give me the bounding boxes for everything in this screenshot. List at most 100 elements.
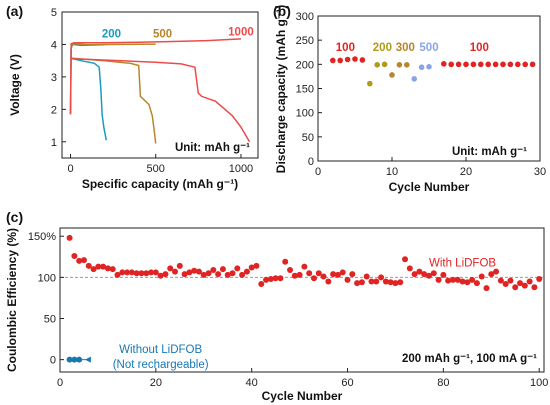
series-500-label: 500: [153, 28, 172, 40]
annotation-label: (Not rechargeable): [113, 359, 209, 371]
capacity-point: [478, 61, 484, 68]
with-lidfob-point: [109, 266, 116, 273]
capacity-point: [470, 61, 477, 68]
y-tick-label: 250: [296, 35, 314, 47]
with-lidfob-point: [339, 269, 346, 276]
with-lidfob-point: [219, 266, 226, 273]
with-lidfob-point: [205, 270, 212, 277]
rate-label: 500: [419, 42, 438, 54]
y-tick-label: 0: [308, 156, 314, 168]
y-tick-label: 150: [296, 84, 314, 96]
panel-b-label: (b): [273, 3, 291, 19]
rate-label: 300: [396, 42, 415, 54]
y-tick-label: 3: [51, 72, 57, 84]
with-lidfob-point: [397, 279, 404, 286]
chart-b-xlabel: Cycle Number: [389, 180, 470, 194]
coulombic-efficiency-chart: With LiDFOB Without LiDFOB (Not rechargeab…: [5, 227, 548, 403]
capacity-point: [485, 61, 492, 68]
with-lidfob-point: [507, 277, 514, 284]
capacity-point: [515, 61, 521, 68]
series-1000-discharge-line: [70, 57, 251, 143]
with-lidfob-point: [138, 270, 145, 277]
with-lidfob-point: [435, 276, 442, 283]
chart-c-condition-note: 200 mAh g⁻¹, 100 mA g⁻¹: [402, 353, 537, 365]
with-lidfob-point: [440, 271, 447, 278]
with-lidfob-point: [272, 275, 279, 282]
capacity-point: [396, 62, 403, 68]
with-lidfob-point: [291, 272, 298, 279]
y-tick-label: 100: [38, 272, 56, 284]
with-lidfob-point: [172, 268, 179, 275]
with-lidfob-point: [469, 276, 476, 283]
with-lidfob-point: [248, 264, 255, 271]
with-lidfob-point: [445, 277, 452, 284]
chart-c-ylabel: Coulombic Efficiency (%): [5, 228, 19, 372]
with-lidfob-point: [100, 263, 107, 270]
capacity-point: [529, 61, 536, 68]
with-lidfob-point: [95, 263, 102, 270]
rate-label: 100: [336, 42, 355, 54]
chart-b-ylabel: Discharge capacity (mAh g⁻¹): [274, 5, 288, 173]
with-lidfob-point: [90, 266, 97, 273]
x-tick-label: 1000: [229, 163, 253, 175]
with-lidfob-point: [277, 275, 284, 282]
y-tick-label: 50: [44, 314, 56, 326]
with-lidfob-point: [449, 276, 456, 283]
y-tick-label: 150%: [28, 231, 56, 243]
with-lidfob-point: [310, 275, 317, 282]
capacity-point: [367, 80, 373, 87]
with-lidfob-point: [315, 270, 322, 277]
with-lidfob-point: [536, 276, 543, 283]
with-lidfob-point: [368, 278, 375, 285]
with-lidfob-point: [215, 271, 222, 278]
y-tick-label: 1: [51, 137, 57, 149]
with-lidfob-point: [493, 268, 500, 275]
with-lidfob-point: [287, 266, 294, 273]
with-lidfob-point: [243, 268, 250, 275]
x-tick-label: 40: [246, 377, 258, 389]
with-lidfob-point: [373, 278, 380, 285]
with-lidfob-point: [253, 262, 260, 269]
with-lidfob-point: [521, 282, 528, 289]
with-lidfob-point: [124, 269, 131, 276]
y-tick-label: 200: [296, 59, 314, 71]
with-lidfob-point: [157, 272, 164, 279]
with-lidfob-point: [416, 268, 423, 275]
with-lidfob-point: [167, 265, 174, 272]
with-lidfob-point: [517, 280, 524, 287]
with-lidfob-point: [334, 271, 341, 278]
with-lidfob-point: [502, 280, 509, 287]
with-lidfob-point: [224, 271, 231, 278]
capacity-point: [359, 57, 366, 63]
without-lidfob-point: [76, 356, 83, 363]
chart-b-unit-note: Unit: mAh g⁻¹: [452, 146, 527, 158]
y-tick-label: 0: [50, 355, 56, 367]
capacity-point: [522, 61, 528, 68]
x-tick-label: 500: [147, 163, 165, 175]
annotation-label: Without LiDFOB: [119, 344, 202, 356]
with-lidfob-point: [526, 278, 533, 285]
with-lidfob-point: [282, 258, 289, 265]
chart-c-xlabel: Cycle Number: [262, 389, 343, 403]
capacity-point: [463, 61, 469, 68]
chart-c-frame: [59, 227, 545, 373]
capacity-point: [426, 63, 432, 70]
with-lidfob-point: [402, 256, 409, 263]
capacity-point: [441, 61, 447, 67]
capacity-point: [374, 62, 381, 68]
with-lidfob-point: [512, 284, 519, 291]
capacity-point: [418, 64, 425, 71]
with-lidfob-point: [301, 263, 308, 270]
without-lidfob-point: [66, 356, 73, 363]
with-lidfob-point: [263, 276, 270, 283]
series-500-discharge-line: [70, 57, 157, 144]
series-500-charge-line: [69, 43, 156, 115]
rate-label: 100: [470, 42, 489, 54]
with-lidfob-point: [76, 257, 83, 264]
with-lidfob-point: [114, 271, 121, 278]
capacity-point: [352, 56, 358, 62]
with-lidfob-point: [119, 269, 126, 276]
y-tick-label: 4: [51, 39, 57, 51]
capacity-point: [507, 61, 514, 68]
